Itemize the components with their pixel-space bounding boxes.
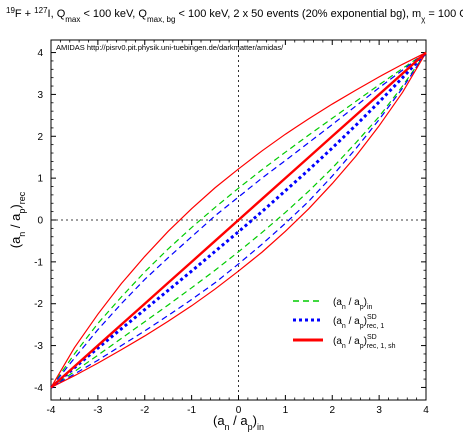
y-tick-label: -4 bbox=[34, 383, 43, 394]
y-tick-label: 0 bbox=[37, 216, 43, 227]
title-end: = 100 GeV bbox=[425, 8, 463, 20]
title-qmaxbg-sub: max, bg bbox=[147, 15, 175, 24]
y-axis-label: (an / ap)rec bbox=[8, 191, 27, 248]
x-tick-label: -2 bbox=[140, 405, 149, 416]
series-line-2 bbox=[50, 51, 427, 389]
band-0-lower bbox=[50, 52, 427, 388]
title-mid2: < 100 keV, 2 x 50 events (20% exponentia… bbox=[175, 8, 421, 20]
band-0-upper bbox=[50, 52, 427, 388]
x-tick-label: -1 bbox=[187, 405, 196, 416]
legend-label-1: (an / ap)SD rec, 1 bbox=[333, 314, 384, 330]
x-tick-label: -4 bbox=[47, 405, 56, 416]
x-tick-label: 4 bbox=[423, 405, 429, 416]
x-axis-label: (an / ap)in bbox=[213, 413, 264, 432]
x-tick-label: 2 bbox=[329, 405, 335, 416]
legend: (an / ap)in (an / ap)SD rec, 1 (an / ap)SD r… bbox=[293, 297, 396, 350]
title-mid1: < 100 keV, Q bbox=[80, 8, 147, 20]
y-tick-label: 3 bbox=[37, 90, 43, 101]
axis-ticks: -4 -3 -2 -1 0 1 2 3 4 -4 -3 -2 -1 0 1 2 3 4 bbox=[34, 40, 429, 416]
amidas-note: AMIDAS http://pisrv0.pit.physik.uni-tueb… bbox=[56, 43, 284, 52]
y-tick-label: -2 bbox=[34, 299, 43, 310]
title-f: F + bbox=[15, 8, 34, 20]
y-tick-label: -1 bbox=[34, 257, 43, 268]
y-tick-label: -3 bbox=[34, 341, 43, 352]
legend-label-0: (an / ap)in bbox=[333, 297, 373, 311]
title-f-mass: 19 bbox=[6, 6, 15, 15]
x-tick-label: 3 bbox=[376, 405, 382, 416]
series-lines bbox=[50, 51, 428, 389]
title-i-mass: 127 bbox=[34, 6, 48, 15]
x-tick-label: -3 bbox=[93, 405, 102, 416]
y-tick-label: 4 bbox=[37, 48, 43, 59]
chart-title: 19F + 127I, Qmax < 100 keV, Qmax, bg < 1… bbox=[6, 6, 463, 24]
title-i: I, Q bbox=[48, 8, 66, 20]
title-chi-sub: χ bbox=[421, 15, 426, 24]
legend-label-2: (an / ap)SD rec, 1, sh bbox=[333, 334, 396, 350]
y-tick-label: 2 bbox=[37, 132, 43, 143]
y-tick-label: 1 bbox=[37, 174, 43, 185]
error-bands bbox=[50, 52, 427, 388]
band-2-upper bbox=[50, 52, 427, 388]
x-tick-label: 1 bbox=[283, 405, 289, 416]
band-2-lower bbox=[50, 52, 427, 388]
band-1-lower bbox=[50, 52, 427, 388]
x-tick-label: 0 bbox=[236, 405, 242, 416]
title-qmax-sub: max bbox=[65, 15, 80, 24]
